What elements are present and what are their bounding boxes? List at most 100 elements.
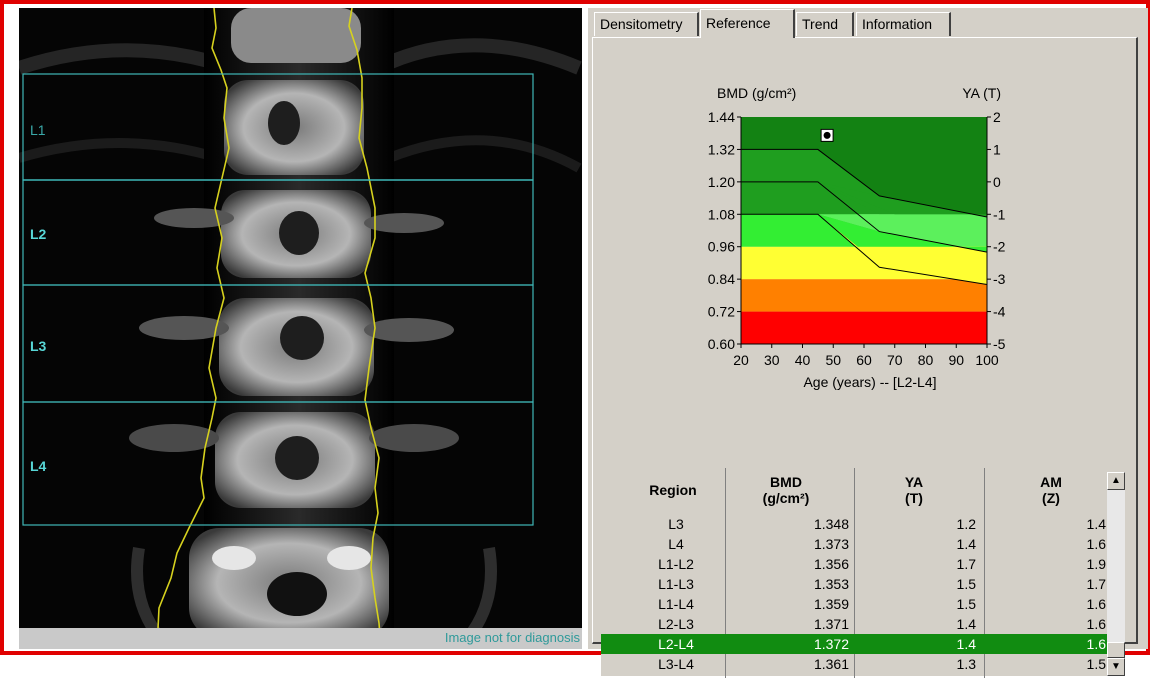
bmd-cell: 1.372 xyxy=(813,636,849,652)
ya-cell: 1.4 xyxy=(956,636,976,652)
y-tick-label: 1.08 xyxy=(708,206,735,222)
region-cell: L2-L3 xyxy=(658,616,694,632)
x-tick-label: 80 xyxy=(918,352,934,368)
x-axis-label: Age (years) -- [L2-L4] xyxy=(803,374,936,390)
reference-area xyxy=(741,181,987,253)
tab-reference[interactable]: Reference xyxy=(700,9,795,38)
reference-area xyxy=(817,181,987,217)
y-tick-label: 1.32 xyxy=(708,141,735,157)
header-am-title: AM xyxy=(1040,474,1062,490)
reference-area xyxy=(741,117,987,217)
bmd-cell: 1.371 xyxy=(813,616,849,632)
results-table: Region BMD (g/cm²) YA (T) AM (Z) L3 1.348… xyxy=(601,468,1107,678)
region-cell: L3-L4 xyxy=(658,656,694,672)
ya-cell: 1.5 xyxy=(956,596,976,612)
patient-marker-dot xyxy=(823,131,831,139)
bmd-cell: 1.348 xyxy=(813,516,849,532)
reference-area xyxy=(817,214,987,253)
bmd-cell: 1.353 xyxy=(813,576,849,592)
table-row[interactable]: L1-L3 1.353 1.5 1.7 xyxy=(601,574,1107,594)
table-row[interactable]: L1-L2 1.356 1.7 1.9 xyxy=(601,554,1107,574)
vertebrae xyxy=(129,8,459,638)
header-am: AM (Z) xyxy=(1006,474,1096,506)
header-bmd-unit: (g/cm²) xyxy=(762,490,810,506)
table-row[interactable]: L4 1.373 1.4 1.6 xyxy=(601,534,1107,554)
ya-cell: 1.3 xyxy=(956,656,976,672)
table-row[interactable]: L1-L4 1.359 1.5 1.6 xyxy=(601,594,1107,614)
y-tick-label: 1.44 xyxy=(708,109,735,125)
y-tick-label: 0.60 xyxy=(708,336,735,352)
table-row[interactable]: L2-L4 1.372 1.4 1.6 xyxy=(601,634,1107,654)
x-tick-label: 100 xyxy=(975,352,999,368)
column-divider xyxy=(725,468,726,678)
table-row[interactable]: L3 1.348 1.2 1.4 xyxy=(601,514,1107,534)
am-cell: 1.6 xyxy=(1086,536,1106,552)
ya-cell: 1.7 xyxy=(956,556,976,572)
x-tick-label: 20 xyxy=(733,352,749,368)
scroll-up-button[interactable]: ▲ xyxy=(1107,472,1125,490)
reference-curve-chart: 1.44 1.32 1.20 1.08 0.96 0.84 0.72 0.60 2 1 0 -1 -2 -… xyxy=(708,85,1006,390)
tab-densitometry[interactable]: Densitometry xyxy=(594,12,699,36)
x-tick-label: 30 xyxy=(764,352,780,368)
y-tick-label: 0.96 xyxy=(708,239,735,255)
reference-band xyxy=(741,279,987,312)
am-cell: 1.6 xyxy=(1086,616,1106,632)
y2-tick-label: 1 xyxy=(993,141,1001,157)
reference-curve xyxy=(741,148,988,218)
roi-boxes[interactable] xyxy=(22,73,534,526)
y2-tick-label: -2 xyxy=(993,239,1006,255)
roi-label-l1: L1 xyxy=(30,122,46,138)
reference-curve xyxy=(741,213,988,286)
reference-curve xyxy=(741,181,988,253)
region-cell: L4 xyxy=(668,536,684,552)
y2-tick-label: 2 xyxy=(993,109,1001,125)
diagnosis-disclaimer: Image not for diagnosis xyxy=(444,630,580,645)
results-scrollbar[interactable]: ▲ ▼ xyxy=(1107,472,1125,676)
y2-axis-label: YA (T) xyxy=(962,85,1001,101)
x-tick-label: 40 xyxy=(795,352,811,368)
tab-trend[interactable]: Trend xyxy=(796,12,854,36)
table-row[interactable]: L2-L3 1.371 1.4 1.6 xyxy=(601,614,1107,634)
am-cell: 1.6 xyxy=(1086,596,1106,612)
tab-information[interactable]: Information xyxy=(856,12,951,36)
reference-area xyxy=(857,246,987,285)
am-cell: 1.4 xyxy=(1086,516,1106,532)
region-cell: L1-L2 xyxy=(658,556,694,572)
y-tick-label: 1.20 xyxy=(708,174,735,190)
roi-label-l4: L4 xyxy=(30,458,47,474)
roi-label-l3: L3 xyxy=(30,338,47,354)
column-divider xyxy=(984,468,985,678)
header-region: Region xyxy=(649,482,697,498)
bmd-cell: 1.373 xyxy=(813,536,849,552)
am-cell: 1.7 xyxy=(1086,576,1106,592)
am-cell: 1.9 xyxy=(1086,556,1106,572)
header-ya: YA (T) xyxy=(869,474,959,506)
ya-cell: 1.5 xyxy=(956,576,976,592)
scan-image-graphic xyxy=(19,8,582,649)
scan-footer: Image not for diagnosis xyxy=(19,628,582,649)
region-cell: L2-L4 xyxy=(658,636,694,652)
ya-cell: 1.2 xyxy=(956,516,976,532)
y-axis-label: BMD (g/cm²) xyxy=(717,85,796,101)
y2-tick-label: -5 xyxy=(993,336,1006,352)
region-cell: L3 xyxy=(668,516,684,532)
roi-label-l2: L2 xyxy=(30,226,47,242)
column-divider xyxy=(854,468,855,678)
y-tick-label: 0.72 xyxy=(708,304,735,320)
header-ya-unit: (T) xyxy=(905,490,923,506)
scroll-down-button[interactable]: ▼ xyxy=(1107,658,1125,676)
bone-edge-left xyxy=(156,8,230,649)
ya-cell: 1.4 xyxy=(956,536,976,552)
analysis-panel: Densitometry Reference Trend Information… xyxy=(588,8,1148,678)
scroll-thumb[interactable] xyxy=(1107,642,1125,658)
region-cell: L1-L4 xyxy=(658,596,694,612)
x-tick-label: 60 xyxy=(856,352,872,368)
x-tick-label: 90 xyxy=(948,352,964,368)
table-row[interactable]: L3-L4 1.361 1.3 1.5 xyxy=(601,654,1107,674)
header-ya-title: YA xyxy=(904,474,924,490)
header-bmd-title: BMD xyxy=(770,474,802,490)
spine-scan-image[interactable]: L1 L2 L3 L4 Image not for diagnosis xyxy=(19,8,582,649)
ya-cell: 1.4 xyxy=(956,616,976,632)
reference-tab-content: 1.44 1.32 1.20 1.08 0.96 0.84 0.72 0.60 2 1 0 -1 -2 -… xyxy=(592,37,1138,678)
